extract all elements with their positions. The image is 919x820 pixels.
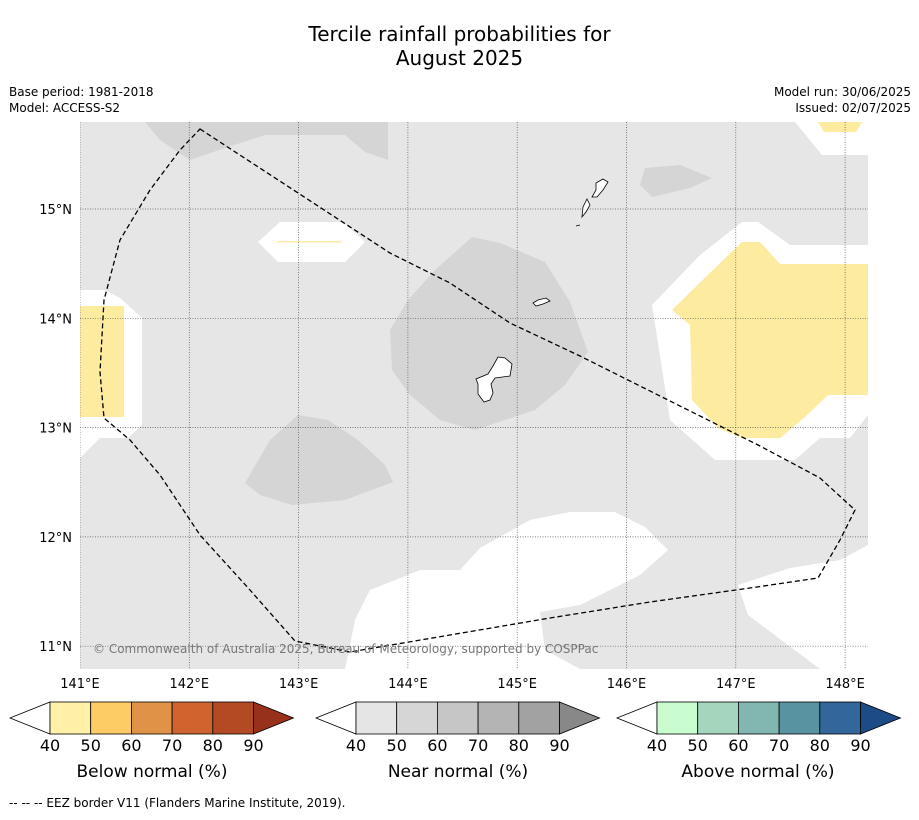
near-normal-high-extend	[559, 701, 601, 735]
model-text: Model: ACCESS-S2	[9, 101, 121, 115]
lat-tick-label: 14°N	[39, 312, 72, 327]
colorbars: 40 50 60 70 80 90 40 50 60 70 80 90 40 50 60 70 80 90	[8, 701, 902, 755]
below-normal-region-ne	[818, 122, 862, 132]
above-normal-label: Above normal (%)	[681, 762, 835, 782]
above-normal-segment	[656, 701, 699, 735]
map-figure: © Commonwealth of Australia 2025, Bureau…	[39, 122, 868, 692]
near-normal-region-guam	[390, 237, 588, 430]
below-normal-region-north	[278, 241, 342, 243]
near-normal-region-sw	[245, 415, 393, 505]
grid-lines	[80, 122, 868, 669]
near-normal-segment	[477, 701, 520, 735]
above-normal-tick-label: 90	[850, 736, 870, 755]
lat-tick-label: 13°N	[39, 422, 72, 437]
below-normal-tick-label: 70	[162, 736, 182, 755]
title-line-2: August 2025	[395, 46, 524, 70]
near-normal-tick-label: 40	[346, 736, 366, 755]
meta-left: Base period: 1981-2018 Model: ACCESS-S2	[9, 84, 154, 116]
below-normal-segment	[212, 701, 254, 735]
below-normal-tick-label: 80	[203, 736, 223, 755]
below-normal-tick-label: 40	[40, 736, 60, 755]
below-normal-tick-label: 60	[121, 736, 141, 755]
above-normal-high-extend	[860, 701, 902, 735]
eez-border-line	[99, 128, 856, 653]
above-normal-tick-label: 60	[728, 736, 748, 755]
rota-island-icon	[532, 297, 551, 307]
above-normal-segment	[778, 701, 821, 735]
above-normal-segment	[697, 701, 739, 735]
tinian-island-icon	[581, 198, 591, 219]
below-normal-segment	[130, 701, 173, 735]
lon-tick-label: 146°E	[607, 677, 647, 692]
lon-tick-label: 145°E	[497, 677, 537, 692]
lon-tick-label: 143°E	[279, 677, 319, 692]
copyright-text: © Commonwealth of Australia 2025, Bureau…	[93, 642, 598, 656]
near-normal-tick-label: 80	[509, 736, 529, 755]
colorbar-near-normal: 40 50 60 70 80 90	[314, 701, 601, 755]
lat-tick-label: 15°N	[39, 203, 72, 218]
near-normal-regions	[145, 122, 712, 505]
near-normal-tick-label: 70	[468, 736, 488, 755]
base-period-text: Base period: 1981-2018	[9, 85, 154, 99]
chart-title: Tercile rainfall probabilities for Augus…	[0, 22, 919, 70]
near-normal-region-top	[145, 122, 388, 160]
model-run-text: Model run: 30/06/2025	[773, 85, 911, 99]
above-normal-tick-label: 80	[810, 736, 830, 755]
aguijan-island-icon	[575, 224, 581, 227]
near-normal-segment	[355, 701, 398, 735]
near-normal-low-extend	[314, 701, 357, 735]
below-normal-segment	[49, 701, 92, 735]
islands	[475, 178, 609, 403]
guam-island-icon	[475, 356, 513, 403]
lon-tick-label: 147°E	[716, 677, 756, 692]
above-normal-low-extend	[615, 701, 658, 735]
below-normal-high-extend	[253, 701, 295, 735]
near-normal-segment	[518, 701, 560, 735]
near-normal-tick-label: 90	[549, 736, 569, 755]
colorbar-below-normal: 40 50 60 70 80 90	[8, 701, 295, 755]
title-line-1: Tercile rainfall probabilities for	[308, 22, 611, 46]
longitude-labels: 141°E 142°E 143°E 144°E 145°E 146°E 147°E 148°E	[60, 677, 865, 692]
near-normal-tick-label: 60	[427, 736, 447, 755]
issued-text: Issued: 02/07/2025	[795, 101, 911, 115]
above-normal-segment	[738, 701, 780, 735]
above-normal-tick-label: 70	[769, 736, 789, 755]
below-normal-label: Below normal (%)	[76, 762, 228, 782]
below-normal-tick-label: 90	[243, 736, 263, 755]
no-signal-region-se	[738, 545, 868, 669]
near-normal-segment	[396, 701, 438, 735]
above-normal-tick-label: 40	[647, 736, 667, 755]
colorbar-above-normal: 40 50 60 70 80 90	[615, 701, 902, 755]
map-panel: © Commonwealth of Australia 2025, Bureau…	[80, 122, 868, 669]
no-signal-region-south	[345, 512, 668, 669]
below-normal-low-extend	[8, 701, 51, 735]
below-normal-region-west	[80, 306, 124, 417]
saipan-island-icon	[591, 178, 609, 198]
below-normal-region-east	[672, 242, 868, 438]
latitude-labels: 15°N 14°N 13°N 12°N 11°N	[39, 203, 72, 655]
lon-tick-label: 142°E	[170, 677, 210, 692]
lat-tick-label: 11°N	[39, 640, 72, 655]
lon-tick-label: 144°E	[388, 677, 428, 692]
near-normal-region-ne	[640, 165, 712, 197]
lon-tick-label: 141°E	[60, 677, 100, 692]
lon-tick-label: 148°E	[825, 677, 865, 692]
below-normal-segment	[90, 701, 132, 735]
above-normal-tick-label: 50	[688, 736, 708, 755]
near-normal-tick-label: 50	[387, 736, 407, 755]
below-normal-segment	[171, 701, 214, 735]
above-normal-segment	[819, 701, 861, 735]
near-normal-label: Near normal (%)	[387, 762, 529, 782]
below-normal-regions	[80, 122, 868, 438]
eez-footer-note: -- -- -- EEZ border V11 (Flanders Marine…	[9, 796, 346, 810]
lat-tick-label: 12°N	[39, 531, 72, 546]
below-normal-tick-label: 50	[81, 736, 101, 755]
near-normal-segment	[436, 701, 479, 735]
meta-right: Model run: 30/06/2025 Issued: 02/07/2025	[774, 84, 911, 116]
